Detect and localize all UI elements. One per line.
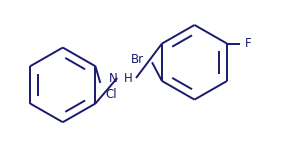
Text: H: H	[124, 71, 133, 85]
Text: N: N	[108, 71, 117, 85]
Text: Cl: Cl	[105, 88, 117, 101]
Text: Br: Br	[131, 53, 144, 66]
Text: F: F	[245, 37, 251, 50]
